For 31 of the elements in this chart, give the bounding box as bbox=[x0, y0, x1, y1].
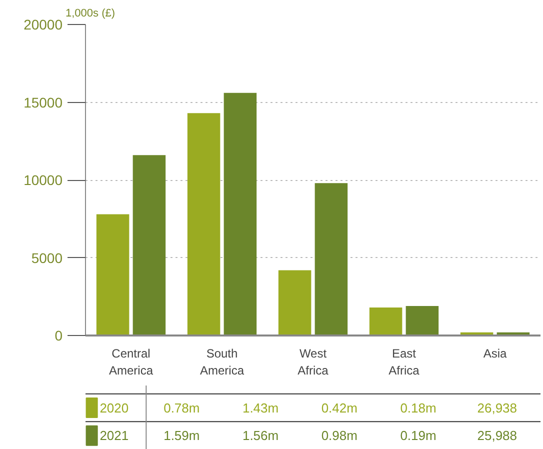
bar bbox=[187, 113, 220, 336]
bar bbox=[369, 308, 402, 336]
bar bbox=[278, 270, 312, 336]
y-tick-label: 10000 bbox=[24, 172, 63, 188]
x-tick-label: Central America bbox=[108, 346, 154, 378]
text: 1.43m bbox=[242, 400, 279, 416]
x-tick-label: South America bbox=[200, 346, 244, 378]
text: 0.42m bbox=[321, 400, 358, 416]
legend-label: 2020 bbox=[100, 400, 129, 416]
y-tick-label: 5000 bbox=[31, 250, 63, 266]
bar bbox=[132, 155, 166, 336]
y-tick-label: 0 bbox=[54, 328, 63, 344]
text: 26,938 bbox=[477, 400, 518, 416]
bar bbox=[96, 214, 130, 336]
bar bbox=[406, 306, 439, 336]
text: 0.18m bbox=[400, 400, 436, 416]
legend-label: 2021 bbox=[100, 428, 129, 444]
text: 1.56m bbox=[242, 428, 279, 444]
bar bbox=[224, 92, 257, 336]
y-axis-title: 1,000s (£) bbox=[66, 8, 116, 20]
bar bbox=[314, 183, 348, 336]
text: 0.98m bbox=[321, 428, 358, 444]
text: 0.78m bbox=[164, 400, 200, 416]
x-tick-label: Asia bbox=[483, 346, 507, 360]
text: 1.59m bbox=[164, 428, 200, 444]
x-tick-label: West Africa bbox=[298, 346, 329, 378]
text: 0.19m bbox=[400, 428, 436, 444]
y-tick-label: 15000 bbox=[24, 94, 63, 110]
y-tick-label: 20000 bbox=[24, 16, 63, 32]
text: 25,988 bbox=[477, 428, 518, 444]
x-tick-label: East Africa bbox=[388, 346, 420, 378]
